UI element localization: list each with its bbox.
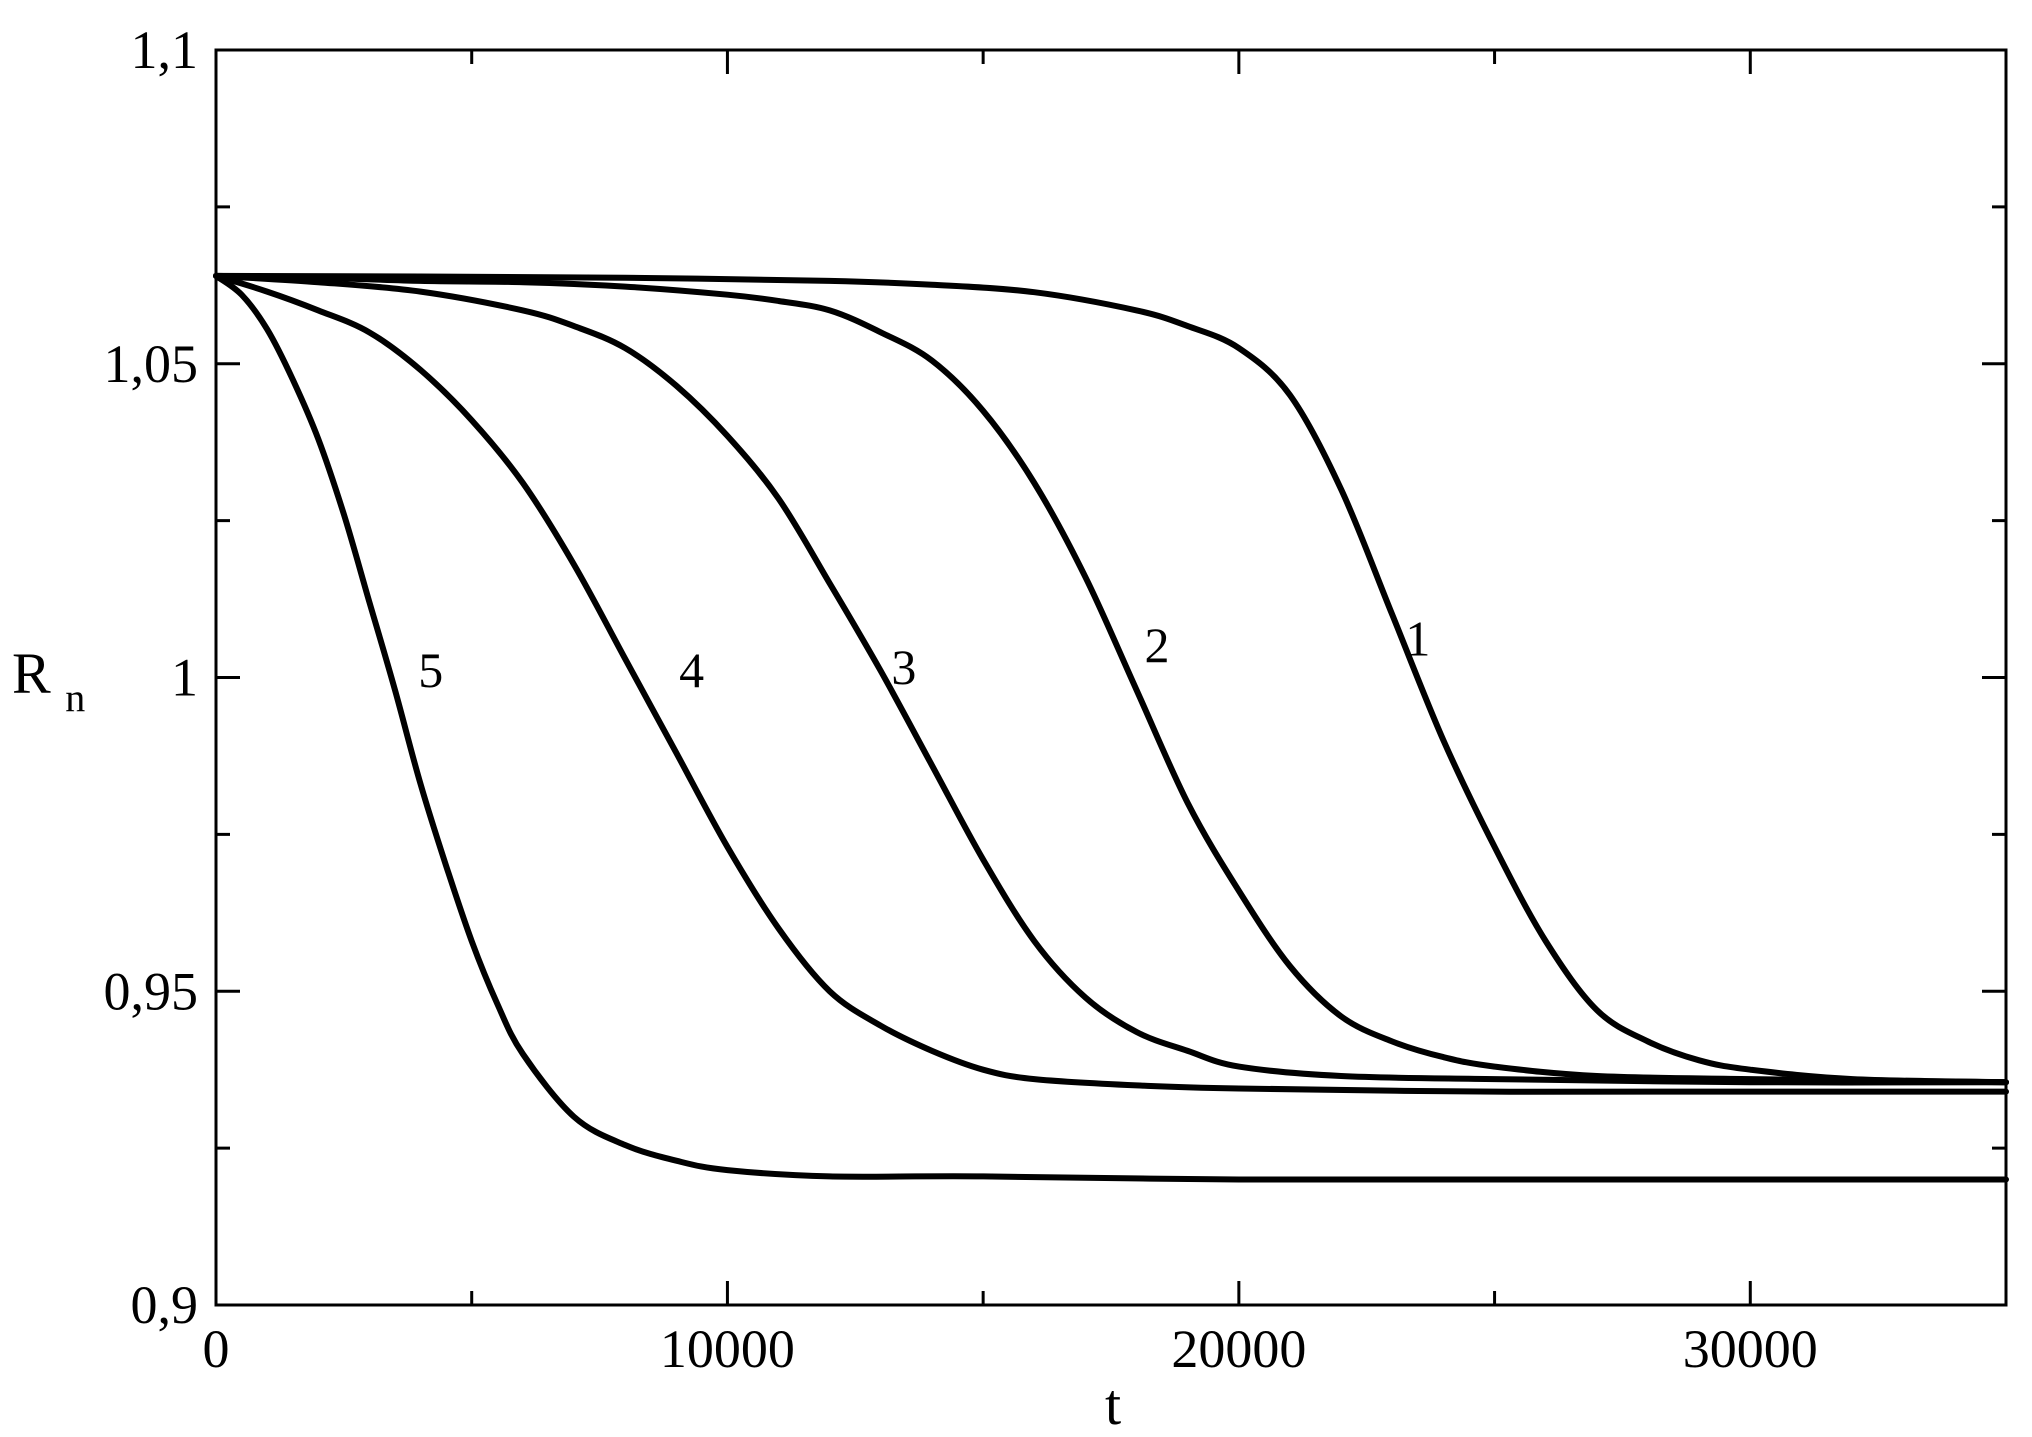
x-axis-title: t [1105, 1372, 1121, 1437]
x-tick-label: 0 [203, 1319, 230, 1379]
series-label-1: 1 [1405, 611, 1430, 667]
series-line-5 [213, 272, 2009, 1183]
y-axis-title-main: R [12, 641, 51, 706]
series-line-2 [213, 272, 2009, 1086]
y-tick-label: 1 [171, 648, 198, 708]
series-line-4 [213, 272, 2009, 1095]
series-lines [213, 272, 2009, 1183]
plot-frame [214, 48, 2008, 1307]
y-tick-label: 1,1 [131, 20, 199, 80]
x-tick-label: 20000 [1171, 1319, 1306, 1379]
y-axis-title-subscript: n [65, 675, 85, 720]
axis-tick-labels: 0 10000 20000 30000 0,9 0,95 1 1,05 1,1 [104, 20, 1818, 1379]
x-tick-label: 30000 [1683, 1319, 1818, 1379]
x-tick-label: 10000 [660, 1319, 795, 1379]
y-axis-title: R n [12, 641, 85, 720]
y-tick-label: 0,9 [131, 1275, 199, 1335]
series-line-3 [213, 272, 2009, 1086]
series-label-3: 3 [891, 639, 916, 695]
y-tick-label: 0,95 [104, 961, 199, 1021]
plot-border [214, 48, 2008, 1307]
series-label-4: 4 [679, 642, 704, 698]
axis-ticks [214, 48, 2006, 1307]
y-tick-label: 1,05 [104, 334, 199, 394]
series-labels: 1 2 3 4 5 [418, 611, 1430, 698]
series-line-1 [213, 272, 2009, 1086]
series-label-2: 2 [1145, 617, 1170, 673]
series-label-5: 5 [418, 642, 443, 698]
